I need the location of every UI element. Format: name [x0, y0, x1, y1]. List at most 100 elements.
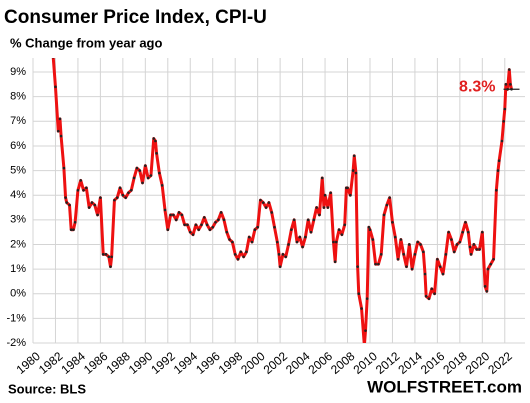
- data-point: [273, 225, 276, 229]
- data-point: [396, 257, 400, 261]
- data-point: [154, 139, 157, 143]
- data-point: [191, 233, 195, 236]
- data-point: [62, 166, 66, 170]
- data-point: [183, 223, 186, 227]
- data-point: [337, 228, 341, 231]
- data-point: [64, 196, 67, 199]
- data-point: [96, 213, 99, 217]
- data-point: [334, 240, 338, 244]
- data-point: [287, 243, 290, 246]
- data-point: [363, 344, 366, 347]
- data-point: [109, 265, 112, 268]
- data-point: [374, 262, 377, 266]
- data-point: [466, 230, 470, 234]
- data-point: [385, 203, 389, 207]
- data-point: [354, 171, 358, 175]
- data-point: [277, 253, 281, 256]
- data-point: [461, 230, 464, 234]
- data-point: [166, 228, 170, 231]
- data-point: [256, 225, 259, 229]
- data-point: [349, 193, 352, 197]
- data-point: [292, 218, 296, 222]
- data-point: [408, 243, 411, 246]
- data-point: [371, 238, 375, 241]
- data-point: [228, 238, 231, 241]
- data-point: [73, 220, 77, 224]
- y-tick-label: 1%: [10, 263, 26, 275]
- data-point: [152, 137, 156, 140]
- data-point: [247, 235, 251, 239]
- data-point: [430, 287, 434, 291]
- data-point: [492, 257, 495, 261]
- data-point: [158, 171, 161, 175]
- data-point: [323, 193, 327, 197]
- data-point: [365, 297, 369, 300]
- data-point: [333, 260, 337, 264]
- data-point: [54, 85, 57, 89]
- chart-title: Consumer Price Index, CPI-U: [4, 7, 267, 28]
- data-point: [504, 83, 508, 86]
- data-point: [450, 238, 453, 241]
- data-point: [194, 223, 198, 227]
- data-point: [475, 248, 478, 251]
- data-point: [427, 297, 431, 300]
- data-point: [489, 262, 493, 266]
- data-point: [58, 117, 62, 121]
- data-point: [379, 253, 383, 256]
- data-point: [115, 196, 119, 199]
- data-point: [85, 186, 88, 190]
- data-point: [259, 198, 262, 202]
- data-point: [203, 216, 206, 219]
- y-tick-label: 5%: [10, 164, 26, 176]
- y-tick-label: 4%: [10, 189, 26, 201]
- data-point: [315, 206, 318, 209]
- data-point: [132, 176, 136, 180]
- data-point: [239, 250, 243, 254]
- data-point: [56, 129, 60, 133]
- data-point: [356, 265, 359, 268]
- data-point: [90, 201, 94, 204]
- data-point: [309, 230, 313, 234]
- y-tick-label: 2%: [10, 238, 26, 250]
- data-point: [486, 267, 490, 271]
- data-point: [352, 154, 356, 158]
- data-point: [135, 166, 139, 170]
- data-point: [346, 186, 349, 190]
- data-point: [163, 208, 167, 212]
- data-point: [368, 228, 372, 231]
- data-point: [458, 240, 462, 244]
- data-point: [391, 220, 394, 224]
- data-point: [469, 253, 473, 256]
- line: [51, 58, 513, 343]
- data-point: [59, 134, 63, 138]
- data-point: [245, 250, 248, 254]
- data-point: [93, 203, 97, 207]
- data-point: [405, 265, 408, 268]
- data-point: [509, 83, 512, 86]
- data-point: [242, 255, 245, 259]
- data-point: [304, 235, 307, 239]
- data-point: [250, 240, 254, 244]
- data-point: [99, 196, 102, 199]
- data-point: [160, 184, 164, 187]
- data-point: [502, 120, 505, 123]
- y-tick-label: 8%: [10, 91, 26, 103]
- data-point: [72, 228, 75, 231]
- data-point: [281, 253, 285, 256]
- data-point: [478, 248, 481, 251]
- data-point: [118, 186, 122, 190]
- data-point: [76, 188, 80, 192]
- data-point: [144, 164, 147, 167]
- data-point: [68, 203, 71, 207]
- data-point: [364, 329, 367, 332]
- data-point: [472, 243, 476, 246]
- data-point: [149, 174, 153, 177]
- data-point: [295, 240, 299, 244]
- data-point: [468, 245, 472, 249]
- data-point: [503, 107, 507, 111]
- data-point: [217, 218, 220, 222]
- data-point: [219, 211, 223, 214]
- data-point: [197, 228, 200, 231]
- data-point: [87, 206, 91, 209]
- y-tick-label: 3%: [10, 214, 26, 226]
